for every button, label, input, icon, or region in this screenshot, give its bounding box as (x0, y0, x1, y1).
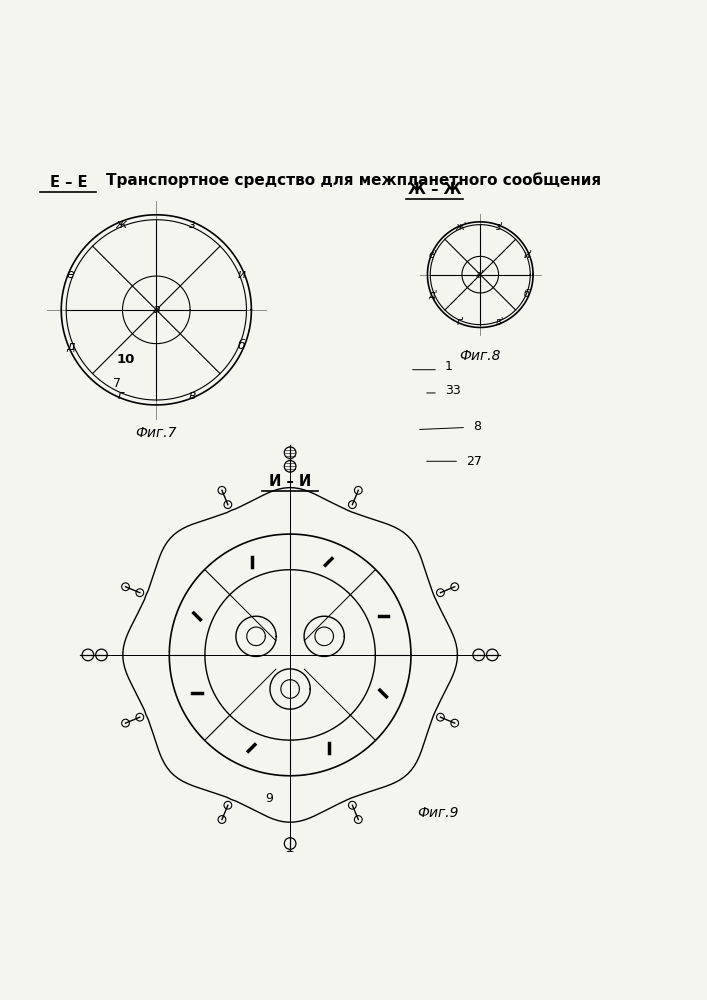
Text: 27: 27 (466, 455, 482, 468)
Text: б': б' (523, 289, 532, 299)
Text: Фиг.7: Фиг.7 (136, 426, 177, 440)
Text: з: з (189, 218, 195, 231)
Text: г: г (117, 389, 124, 402)
Text: д: д (66, 339, 75, 352)
Text: Е – Е: Е – Е (49, 175, 87, 190)
Text: е: е (67, 268, 75, 281)
Text: ж': ж' (455, 222, 467, 232)
Text: И – И: И – И (269, 474, 311, 489)
Text: а': а' (476, 270, 484, 280)
Text: г': г' (457, 317, 464, 327)
Text: е': е' (428, 250, 437, 260)
Text: в: в (188, 389, 195, 402)
Text: Фиг.9: Фиг.9 (417, 806, 459, 820)
Text: 9: 9 (265, 792, 273, 805)
Text: 1: 1 (445, 360, 453, 373)
Text: 33: 33 (445, 384, 461, 397)
Text: 10: 10 (117, 353, 135, 366)
Text: в': в' (496, 317, 504, 327)
Text: 8: 8 (473, 420, 481, 433)
Text: 7: 7 (113, 377, 121, 390)
Text: и: и (238, 268, 246, 281)
Text: и': и' (523, 250, 532, 260)
Text: д': д' (428, 289, 438, 299)
Text: ж: ж (115, 218, 127, 231)
Text: Транспортное средство для межпланетного сообщения: Транспортное средство для межпланетного … (106, 173, 601, 188)
Text: б: б (238, 339, 246, 352)
Text: а: а (153, 303, 160, 316)
Text: Фиг.8: Фиг.8 (460, 349, 501, 363)
Text: Ж – Ж: Ж – Ж (408, 182, 461, 197)
Text: з': з' (496, 222, 504, 232)
